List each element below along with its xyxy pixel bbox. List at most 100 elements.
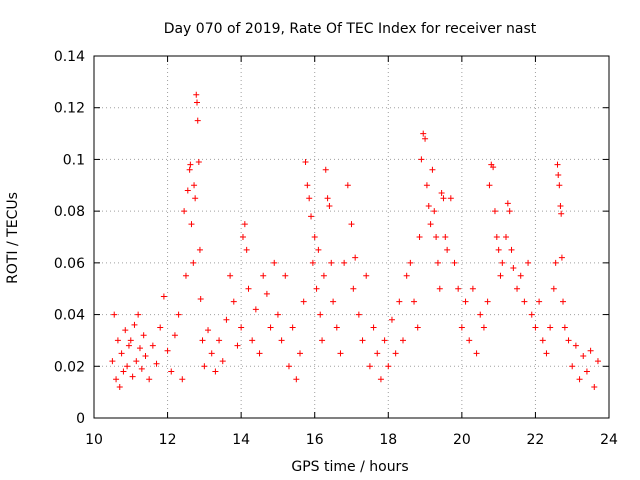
data-point: [125, 342, 132, 349]
data-point: [256, 350, 263, 357]
data-point: [234, 342, 241, 349]
data-point: [440, 195, 447, 202]
data-point: [377, 376, 384, 383]
data-point: [190, 259, 197, 266]
data-point: [539, 337, 546, 344]
data-point: [195, 159, 202, 166]
data-point: [140, 332, 147, 339]
data-point: [370, 324, 377, 331]
data-point: [447, 195, 454, 202]
data-point: [348, 221, 355, 228]
data-point: [337, 350, 344, 357]
data-point: [363, 272, 370, 279]
data-point: [508, 246, 515, 253]
data-points: [109, 91, 601, 390]
data-point: [111, 311, 118, 318]
data-point: [191, 182, 198, 189]
data-point: [359, 337, 366, 344]
data-point: [427, 221, 434, 228]
data-point: [230, 298, 237, 305]
y-axis-label: ROTI / TECUs: [5, 192, 21, 284]
data-point: [506, 208, 513, 215]
data-point: [129, 373, 136, 380]
data-point: [442, 234, 449, 240]
data-point: [326, 202, 333, 209]
data-point: [411, 298, 418, 305]
data-point: [216, 337, 223, 344]
data-point: [109, 358, 116, 365]
data-point: [558, 210, 565, 217]
data-point: [181, 208, 188, 215]
data-point: [157, 324, 164, 331]
data-point: [267, 324, 274, 331]
data-point: [517, 272, 524, 279]
data-point: [484, 298, 491, 305]
data-point: [282, 272, 289, 279]
data-point: [311, 234, 318, 240]
data-point: [135, 311, 142, 318]
data-point: [438, 190, 445, 197]
y-tick-label: 0.04: [54, 308, 85, 324]
data-point: [557, 202, 564, 209]
data-point: [136, 345, 143, 352]
data-point: [249, 337, 256, 344]
data-point: [194, 99, 200, 106]
data-point: [504, 200, 511, 207]
data-point: [188, 221, 195, 228]
data-point: [455, 285, 462, 292]
data-point: [543, 350, 550, 357]
data-point: [113, 376, 120, 383]
data-point: [146, 376, 153, 383]
data-point: [133, 358, 140, 365]
data-point: [297, 350, 303, 357]
data-point: [414, 324, 421, 331]
data-point: [425, 202, 432, 209]
data-point: [528, 311, 535, 318]
data-point: [451, 259, 458, 266]
data-point: [227, 272, 234, 279]
data-point: [444, 246, 451, 253]
data-point: [434, 259, 441, 266]
data-point: [366, 363, 373, 370]
y-tick-label: 0.14: [54, 49, 85, 65]
x-tick-label: 14: [232, 432, 250, 448]
data-point: [341, 259, 348, 266]
data-point: [396, 298, 403, 305]
data-point: [271, 259, 278, 266]
data-point: [569, 363, 576, 370]
data-point: [328, 259, 335, 266]
y-tick-label: 0.1: [63, 152, 85, 168]
data-point: [532, 324, 539, 331]
data-point: [238, 324, 245, 331]
data-point: [525, 259, 532, 266]
data-point: [149, 342, 156, 349]
data-point: [462, 298, 469, 305]
data-point: [300, 298, 307, 305]
data-point: [420, 130, 427, 137]
data-point: [168, 368, 175, 375]
data-point: [499, 259, 506, 266]
data-point: [260, 272, 267, 279]
data-point: [114, 337, 121, 344]
data-point: [187, 161, 194, 168]
data-point: [182, 272, 189, 279]
plot-frame: [93, 55, 610, 419]
x-tick-label: 20: [453, 432, 471, 448]
data-point: [385, 363, 392, 370]
data-point: [201, 363, 208, 370]
data-point: [194, 117, 201, 124]
data-point: [184, 187, 191, 194]
data-point: [142, 352, 149, 359]
data-point: [293, 376, 300, 383]
x-tick-label: 24: [600, 432, 618, 448]
data-point: [289, 324, 296, 331]
data-point: [497, 272, 504, 279]
data-point: [350, 285, 357, 292]
data-point: [138, 365, 145, 372]
data-point: [416, 234, 423, 240]
data-point: [547, 324, 554, 331]
data-point: [223, 316, 230, 323]
data-point: [196, 246, 203, 253]
data-point: [480, 324, 487, 331]
